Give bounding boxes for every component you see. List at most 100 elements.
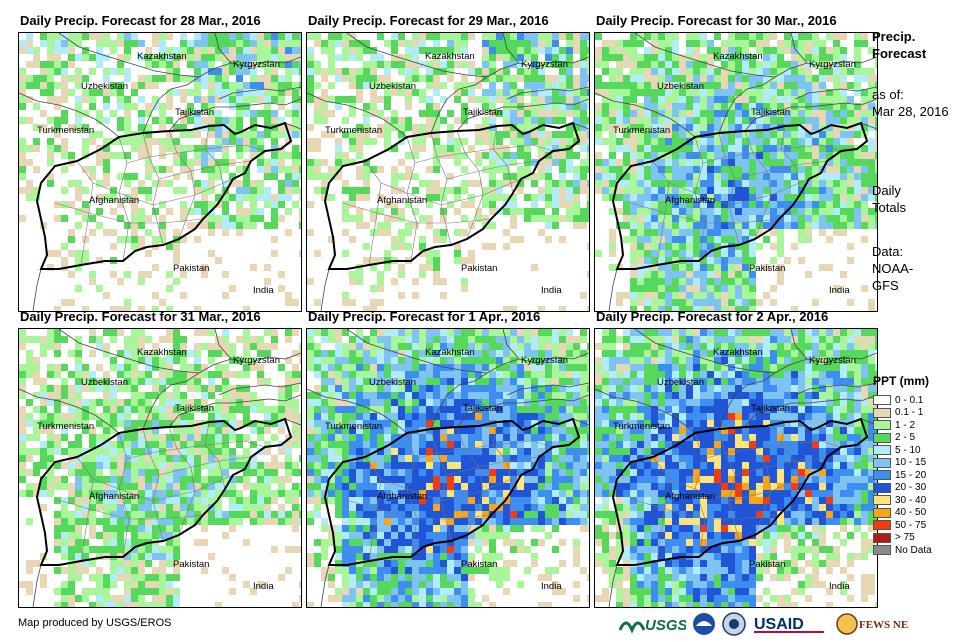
province-border [702,440,842,460]
country-border [284,122,301,130]
country-label-kyrgyzstan: Kyrgyzstan [233,59,280,70]
country-border [58,33,200,78]
panel-title: Daily Precip. Forecast for 29 Mar., 2016 [308,13,549,28]
province-border [342,498,378,510]
province-border [204,125,226,194]
legend-swatch [873,407,891,418]
country-border [860,122,877,130]
panel-title: Daily Precip. Forecast for 1 Apr., 2016 [308,309,541,324]
country-border [32,564,42,607]
legend-item: > 75 [873,532,932,545]
legend-swatch [873,395,891,406]
country-label-uzbekistan: Uzbekistan [369,81,416,92]
legend-swatch [873,457,891,468]
country-border [346,33,488,78]
country-border [430,56,589,134]
country-label-kyrgyzstan: Kyrgyzstan [233,355,280,366]
legend-swatch [873,520,891,531]
country-label-turkmenistan: Turkmenistan [37,125,94,136]
country-border [608,564,618,607]
legend-item: 1 - 2 [873,419,932,432]
legend-label: 1 - 2 [895,419,916,431]
country-border [595,92,696,138]
country-label-pakistan: Pakistan [173,559,209,570]
country-border [320,268,330,311]
country-label-kazakhstan: Kazakhstan [713,51,763,62]
province-border [652,160,670,266]
legend-swatch [873,420,891,431]
afghanistan-border [323,121,581,270]
precip-grid [19,33,301,311]
country-label-tajikistan: Tajikistan [463,403,502,414]
province-border [446,160,540,180]
fewsnet-logo: FEWS NET [836,613,908,635]
panel-title: Daily Precip. Forecast for 28 Mar., 2016 [20,13,261,28]
country-border [168,98,301,132]
country-border [790,329,808,360]
precip-grid [595,33,877,311]
country-border [744,98,877,132]
legend-label: 0.1 - 1 [895,407,924,419]
country-border [168,394,301,428]
legend-label: 5 - 10 [895,444,921,456]
forecast-panel-4: Daily Precip. Forecast for 31 Mar., 2016… [18,308,302,608]
country-border [502,329,520,360]
country-label-kyrgyzstan: Kyrgyzstan [521,59,568,70]
country-label-uzbekistan: Uzbekistan [81,377,128,388]
province-border [630,498,666,510]
country-label-tajikistan: Tajikistan [463,107,502,118]
legend-label: 50 - 75 [895,519,927,531]
country-label-kazakhstan: Kazakhstan [713,347,763,358]
country-label-india: India [541,285,562,296]
sidebar-asof: as of: Mar 28, 2016 [872,86,949,120]
legend-label: No Data [895,544,932,556]
noaa-logo [693,613,715,635]
country-border [142,352,301,430]
country-label-uzbekistan: Uzbekistan [369,377,416,388]
usaid-logo-text: USAID [754,616,804,633]
country-border [284,418,301,426]
country-label-india: India [541,581,562,592]
country-label-turkmenistan: Turkmenistan [613,125,670,136]
province-border [664,508,780,520]
legend-item: 10 - 15 [873,457,932,470]
province-border [364,160,382,266]
province-border [54,498,90,510]
forecast-panel-5: Daily Precip. Forecast for 1 Apr., 2016 … [306,308,590,608]
legend-label: 40 - 50 [895,507,927,519]
usgs-logo-text: USGS [645,617,686,634]
country-label-turkmenistan: Turkmenistan [325,125,382,136]
daily-line1: Daily [872,183,901,198]
country-border [320,564,330,607]
country-label-afghanistan: Afghanistan [377,195,427,206]
country-label-tajikistan: Tajikistan [751,403,790,414]
country-border [32,268,42,311]
country-border [19,92,120,138]
country-label-turkmenistan: Turkmenistan [37,421,94,432]
precip-map: Kazakhstan Kyrgyzstan Uzbekistan Tajikistan… [18,328,302,608]
country-label-kazakhstan: Kazakhstan [425,347,475,358]
province-border [158,160,252,180]
province-border [702,144,842,164]
forecast-panel-2: Daily Precip. Forecast for 29 Mar., 2016… [306,12,590,312]
country-border [218,382,301,396]
country-label-pakistan: Pakistan [461,559,497,570]
asof-date: Mar 28, 2016 [872,104,949,119]
province-border [92,474,234,502]
country-label-kyrgyzstan: Kyrgyzstan [809,59,856,70]
country-border [506,86,589,100]
country-label-pakistan: Pakistan [173,263,209,274]
country-border [307,92,408,138]
legend-item: 2 - 5 [873,432,932,445]
country-label-uzbekistan: Uzbekistan [657,81,704,92]
country-label-kyrgyzstan: Kyrgyzstan [521,355,568,366]
usgs-logo: USGS [618,617,686,634]
legend-title: PPT (mm) [873,374,930,388]
province-border [492,421,514,490]
province-border [76,456,94,562]
country-border [572,122,589,130]
legend-item: 5 - 10 [873,444,932,457]
legend-item: 0 - 0.1 [873,394,932,407]
country-label-india: India [253,285,274,296]
